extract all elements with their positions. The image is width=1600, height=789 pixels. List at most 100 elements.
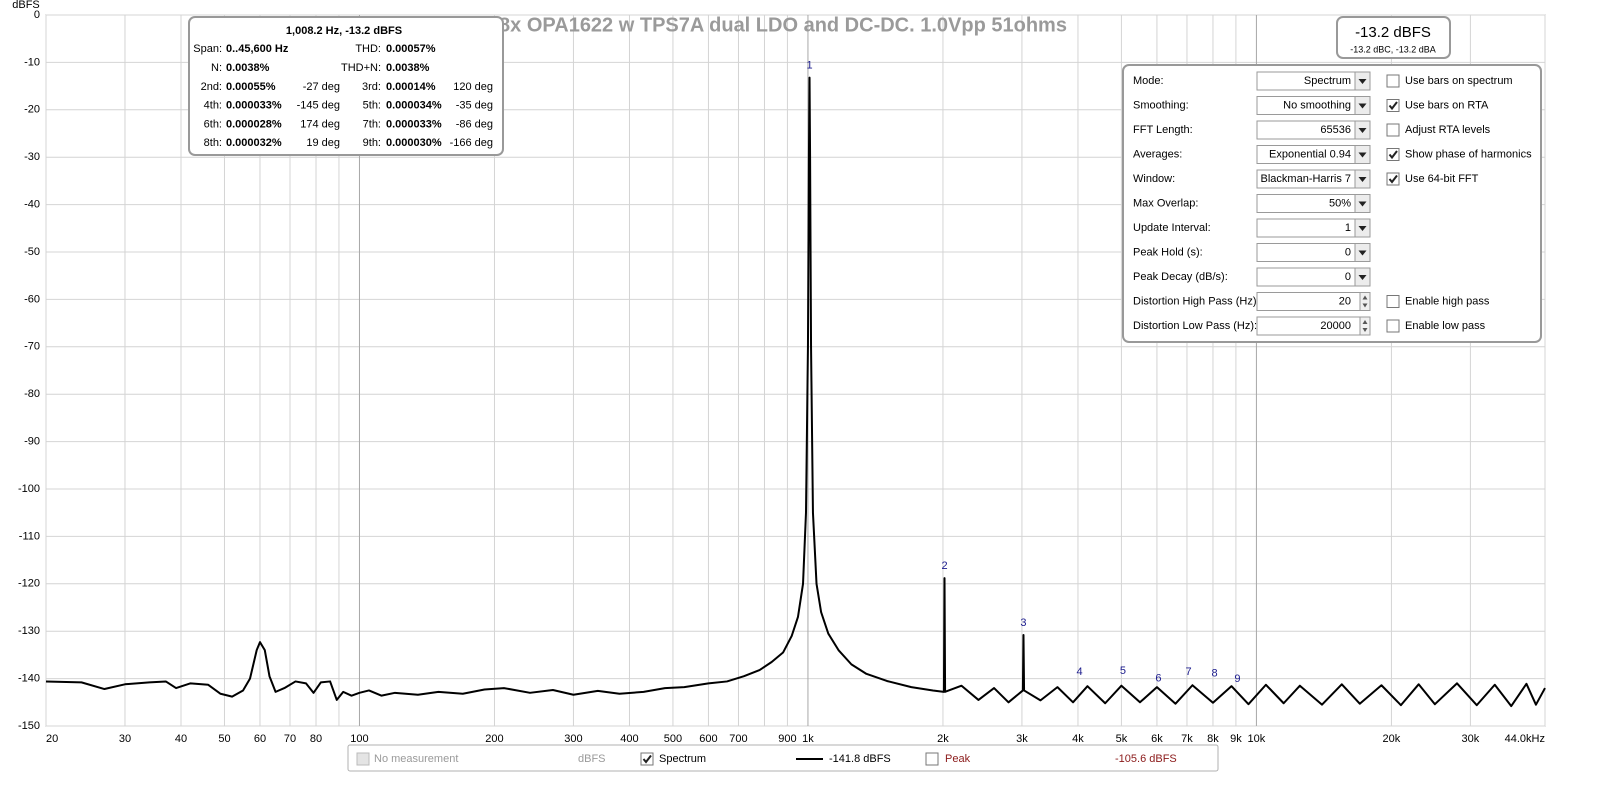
setting-value: Exponential 0.94 xyxy=(1269,148,1351,160)
harmonic-value: 0.000028% xyxy=(226,118,282,130)
setting-label: Distortion Low Pass (Hz): xyxy=(1133,320,1257,332)
dropdown-arrow xyxy=(1358,103,1367,109)
dropdown-arrow xyxy=(1358,250,1367,256)
info-panel xyxy=(188,16,504,156)
unit-label: dBFS xyxy=(578,753,606,765)
dropdown-arrow xyxy=(1358,226,1367,231)
setting-checkbox[interactable] xyxy=(1386,295,1400,308)
harmonic-marker: 1 xyxy=(806,59,812,71)
info-value: 0.0038% xyxy=(386,62,430,74)
setting-field[interactable] xyxy=(1256,316,1371,336)
harmonic-value: 0.00055% xyxy=(226,81,276,93)
level-panel xyxy=(1336,16,1451,59)
setting-label: Peak Decay (dB/s): xyxy=(1133,271,1228,283)
check-mark xyxy=(1388,150,1398,160)
setting-value: 20 xyxy=(1339,295,1351,307)
setting-value: 0 xyxy=(1345,271,1351,283)
legend-label: Spectrum xyxy=(659,753,706,765)
harmonic-phase: -145 deg xyxy=(297,100,340,112)
harmonic-value: 0.000033% xyxy=(386,118,442,130)
harmonic-label: 2nd: xyxy=(201,81,222,93)
info-label: Span: xyxy=(193,43,222,55)
x-tick-label: 60 xyxy=(254,733,266,745)
checkbox-label: Adjust RTA levels xyxy=(1405,124,1491,136)
setting-field[interactable] xyxy=(1256,243,1371,262)
x-tick-label: 8k xyxy=(1207,733,1219,745)
y-tick-label: -120 xyxy=(18,578,40,590)
y-tick-label: -110 xyxy=(19,530,40,542)
y-tick-label: -30 xyxy=(24,151,40,163)
spinner[interactable] xyxy=(1359,292,1371,311)
y-tick-label: 0 xyxy=(34,9,40,21)
x-tick-label: 20k xyxy=(1383,733,1401,745)
dropdown-arrow xyxy=(1358,275,1367,280)
setting-checkbox[interactable] xyxy=(1386,74,1400,88)
harmonic-label: 9th: xyxy=(363,137,381,149)
y-tick-label: -140 xyxy=(18,673,40,685)
harmonic-phase: 19 deg xyxy=(306,137,340,149)
peak-readout: -105.6 dBFS xyxy=(1115,753,1177,765)
info-value: 0..45,600 Hz xyxy=(226,43,289,55)
status-bar xyxy=(347,744,1219,772)
setting-value: Blackman-Harris 7 xyxy=(1261,173,1351,185)
info-label: THD: xyxy=(355,43,381,55)
setting-checkbox[interactable] xyxy=(1386,99,1400,112)
harmonic-label: 6th: xyxy=(204,118,222,130)
spinner[interactable] xyxy=(1359,316,1371,336)
x-tick-label: 2k xyxy=(937,733,949,745)
setting-checkbox[interactable] xyxy=(1386,123,1400,137)
series-checkbox[interactable] xyxy=(640,752,654,766)
checkbox-label: Use 64-bit FFT xyxy=(1405,173,1479,185)
checkbox-label: Show phase of harmonics xyxy=(1405,148,1532,160)
setting-field[interactable] xyxy=(1256,120,1371,140)
setting-checkbox[interactable] xyxy=(1386,148,1400,161)
x-tick-label: 300 xyxy=(564,733,582,745)
level-sub: -13.2 dBC, -13.2 dBA xyxy=(1350,44,1436,54)
info-label: N: xyxy=(211,62,222,74)
peak-label: Peak xyxy=(945,753,971,765)
x-tick-label: 200 xyxy=(485,733,503,745)
setting-value: 20000 xyxy=(1320,320,1351,332)
peak-checkbox[interactable] xyxy=(925,752,939,766)
x-tick-label: 44.0kHz xyxy=(1505,733,1545,745)
harmonic-marker: 3 xyxy=(1020,617,1026,629)
harmonic-phase: -166 deg xyxy=(450,137,493,149)
harmonic-marker: 6 xyxy=(1155,672,1161,684)
y-tick-label: -60 xyxy=(24,293,40,305)
setting-field[interactable] xyxy=(1256,194,1371,213)
harmonic-label: 8th: xyxy=(204,137,222,149)
x-tick-label: 5k xyxy=(1116,733,1128,745)
y-tick-label: -100 xyxy=(18,483,40,495)
x-tick-label: 500 xyxy=(664,733,682,745)
setting-checkbox[interactable] xyxy=(1386,172,1400,186)
y-tick-label: -130 xyxy=(18,625,40,637)
dropdown-arrow xyxy=(1358,177,1367,182)
x-tick-label: 9k xyxy=(1230,733,1242,745)
overlays: 1,008.2 Hz, -13.2 dBFS Span: 0..45,600 Hz T… xyxy=(188,16,1542,772)
harmonic-value: 0.00014% xyxy=(386,81,436,93)
y-tick-label: -150 xyxy=(18,720,40,732)
y-tick-label: -80 xyxy=(24,388,40,400)
measurement-checkbox xyxy=(356,752,370,766)
y-tick-label: -10 xyxy=(24,56,40,68)
y-tick-label: -20 xyxy=(24,104,40,116)
setting-value: 0 xyxy=(1345,246,1351,258)
setting-field[interactable] xyxy=(1256,292,1371,311)
setting-field[interactable] xyxy=(1256,218,1371,238)
setting-value: 65536 xyxy=(1320,124,1351,136)
x-tick-label: 4k xyxy=(1072,733,1084,745)
x-tick-label: 30 xyxy=(119,733,131,745)
harmonic-value: 0.000032% xyxy=(226,137,282,149)
harmonic-marker: 9 xyxy=(1234,673,1240,685)
x-tick-label: 30k xyxy=(1462,733,1480,745)
y-axis-label: dBFS xyxy=(12,0,40,11)
harmonic-marker: 4 xyxy=(1076,666,1082,678)
harmonic-value: 0.000034% xyxy=(386,100,442,112)
setting-checkbox[interactable] xyxy=(1386,319,1400,333)
setting-label: Window: xyxy=(1133,173,1175,185)
dropdown-arrow xyxy=(1358,79,1367,84)
setting-field[interactable] xyxy=(1256,267,1371,287)
info-value: 0.0038% xyxy=(226,62,270,74)
harmonic-phase: -35 deg xyxy=(456,100,493,112)
